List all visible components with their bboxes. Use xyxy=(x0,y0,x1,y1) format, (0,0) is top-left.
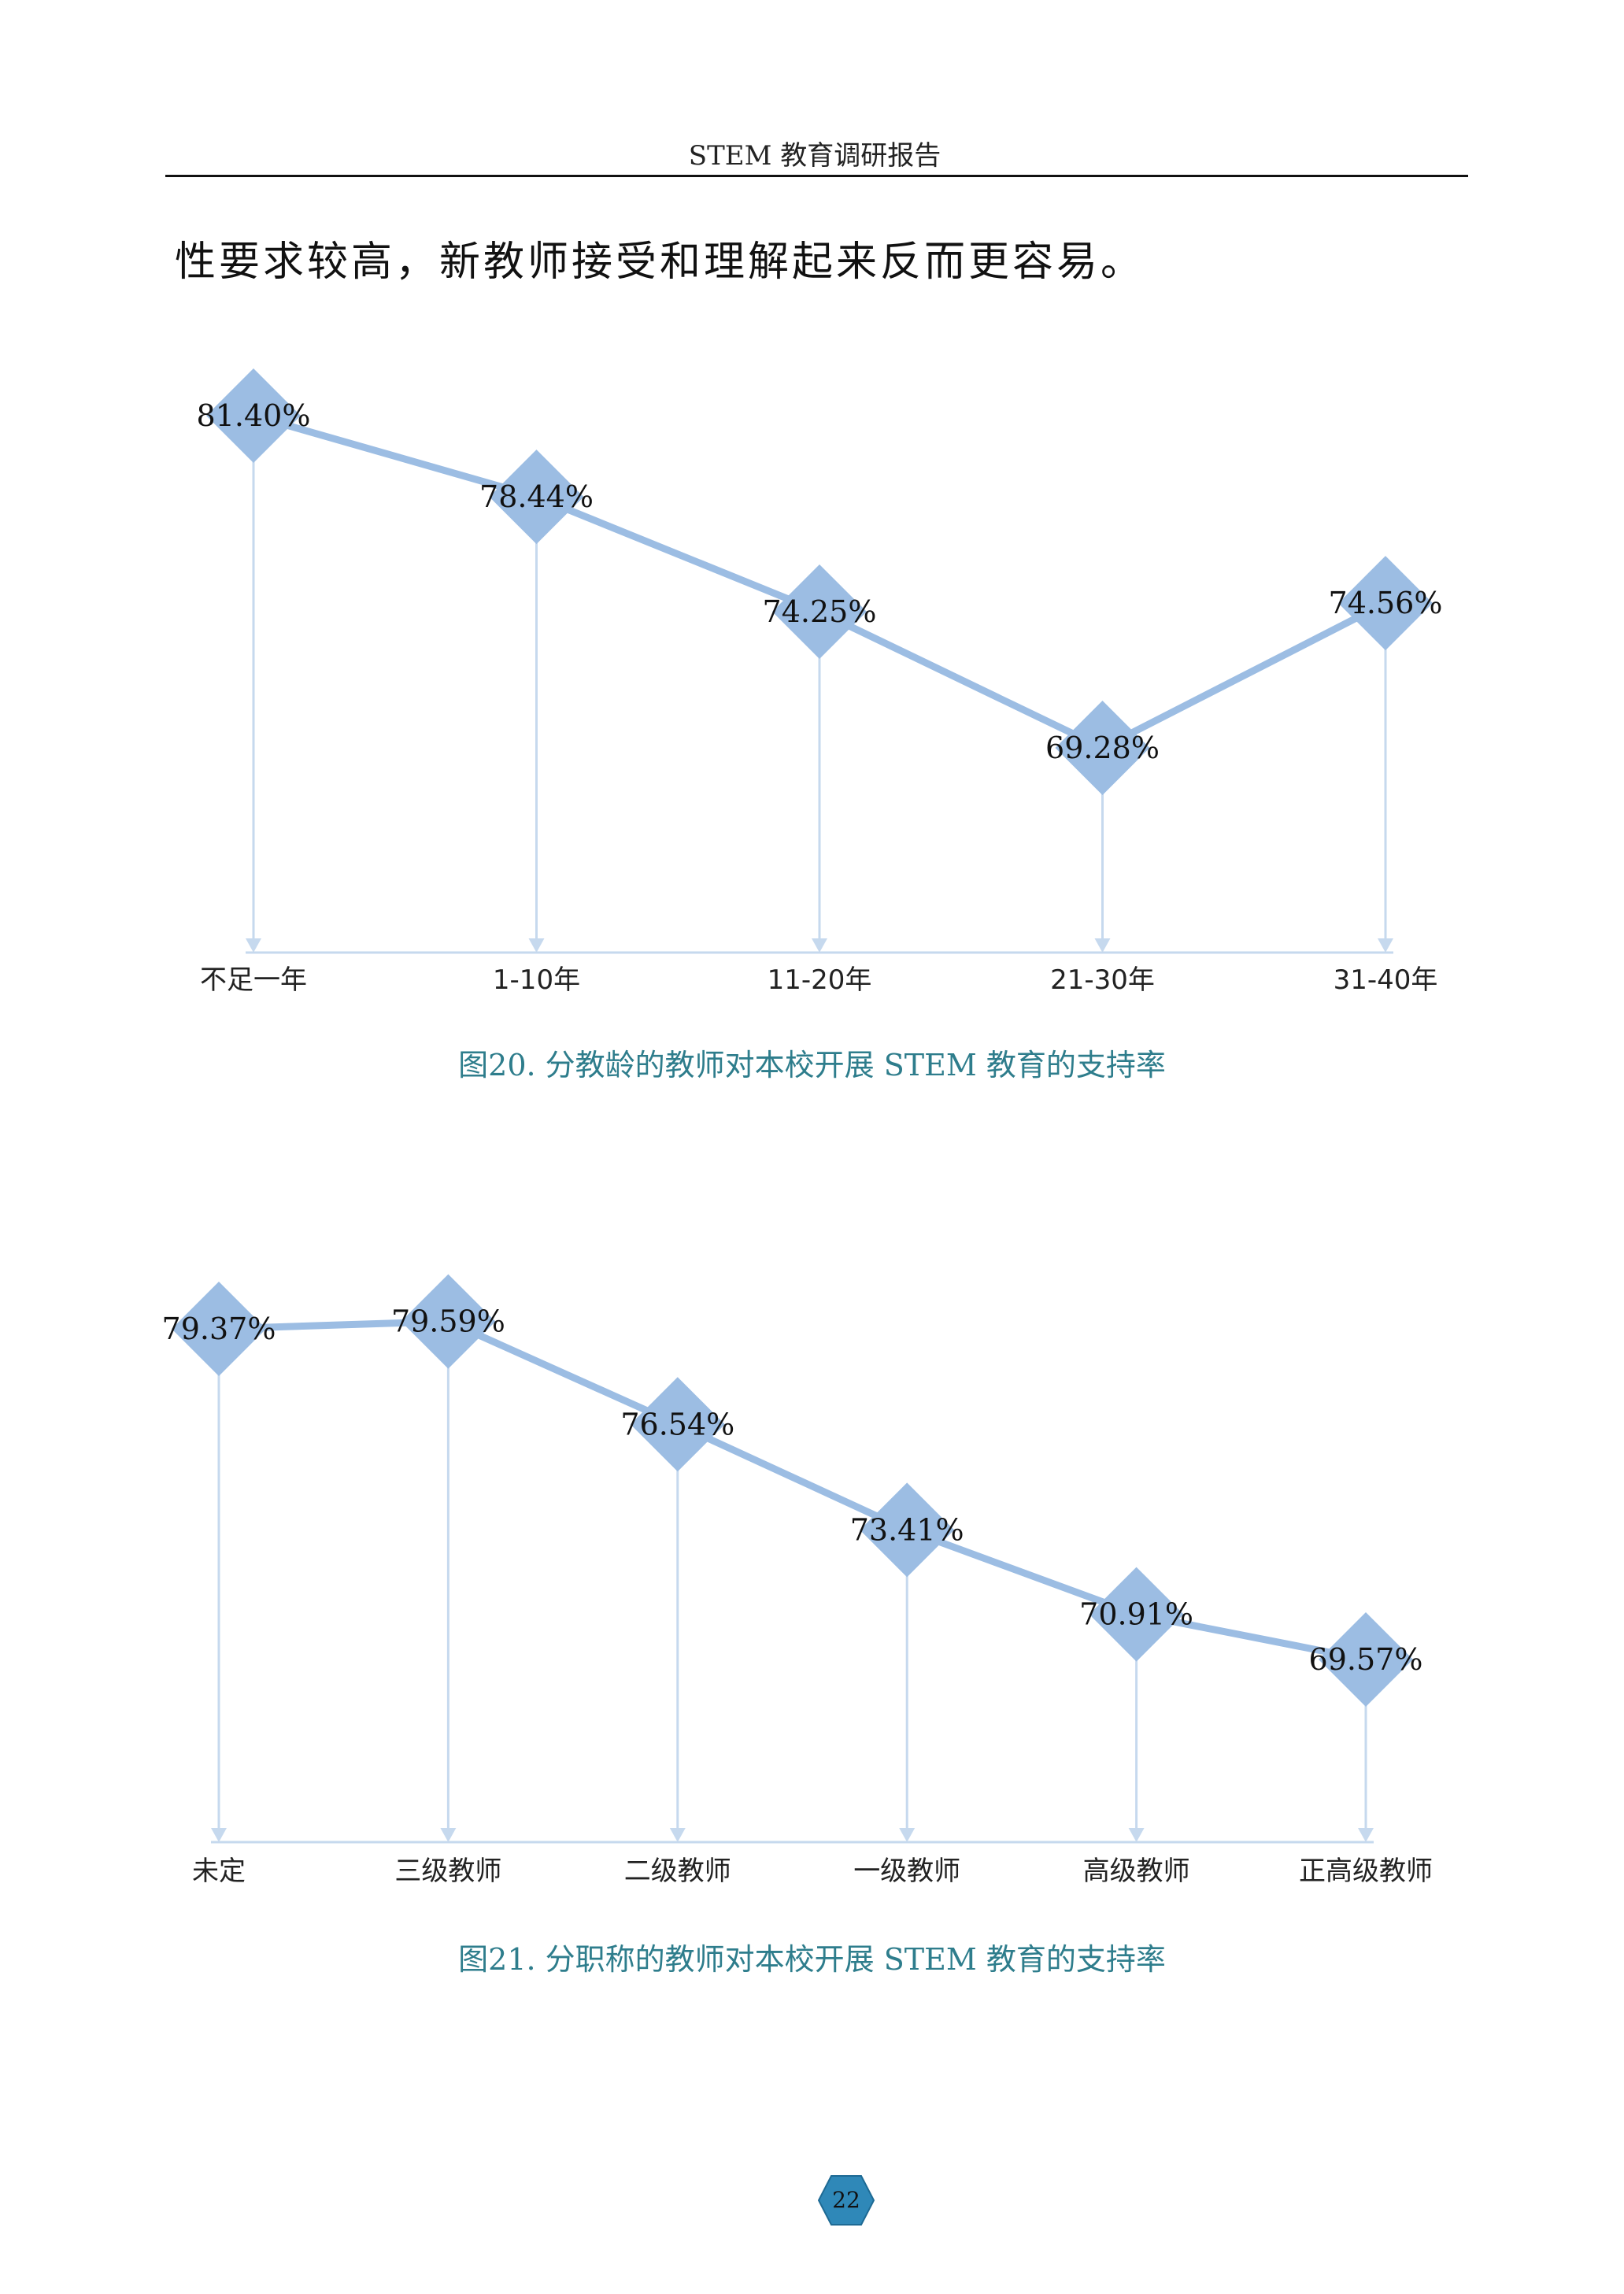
data-label: 74.25% xyxy=(763,594,877,629)
drop-arrow-icon xyxy=(1358,1828,1374,1842)
data-point-marker xyxy=(489,450,584,545)
category-label: 未定 xyxy=(192,1856,246,1887)
category-label: 1-10年 xyxy=(493,964,580,996)
data-label: 76.54% xyxy=(620,1407,734,1441)
data-point-marker xyxy=(172,1282,266,1376)
drop-arrow-icon xyxy=(1128,1828,1145,1842)
drop-arrow-icon xyxy=(246,938,261,953)
category-label: 高级教师 xyxy=(1083,1856,1190,1887)
category-label: 二级教师 xyxy=(624,1856,731,1887)
data-label: 79.59% xyxy=(391,1304,505,1339)
chart-professional-title: 79.37% 未定 79.59% 三级教师 76.54% 二级教师 73.41% 一级教师 70… xyxy=(162,1274,1433,1887)
page-header: STEM 教育调研报告 xyxy=(688,140,941,172)
data-point-marker xyxy=(772,564,867,659)
drop-arrow-icon xyxy=(440,1828,457,1842)
drop-arrow-icon xyxy=(528,938,545,953)
data-point-marker xyxy=(401,1274,496,1369)
data-label: 69.28% xyxy=(1045,731,1160,765)
data-label: 79.37% xyxy=(162,1312,276,1346)
drop-arrow-icon xyxy=(669,1828,686,1842)
chart-teaching-years: 81.40% 不足一年 78.44% 1-10年 74.25% 11-20年 69.28% 2… xyxy=(197,368,1443,996)
drop-arrow-icon xyxy=(1094,938,1111,953)
data-label: 74.56% xyxy=(1329,586,1443,620)
data-point-marker xyxy=(860,1482,955,1578)
category-label: 三级教师 xyxy=(394,1856,501,1887)
data-point-marker xyxy=(206,368,301,463)
category-label: 31-40年 xyxy=(1334,964,1438,996)
category-label: 不足一年 xyxy=(200,964,307,996)
data-label: 70.91% xyxy=(1079,1597,1193,1632)
drop-arrow-icon xyxy=(899,1828,916,1842)
data-label: 78.44% xyxy=(479,479,594,514)
header-rule xyxy=(165,175,1468,177)
drop-arrow-icon xyxy=(1378,938,1393,953)
page-number-badge: 22 xyxy=(817,2171,875,2229)
data-point-marker xyxy=(1055,701,1150,795)
data-point-marker xyxy=(1319,1612,1413,1707)
category-label: 11-20年 xyxy=(768,964,872,996)
data-point-marker xyxy=(630,1377,725,1472)
page-number: 22 xyxy=(832,2187,860,2213)
data-label: 81.40% xyxy=(197,398,311,433)
caption-figure-20: 图20. 分教龄的教师对本校开展 STEM 教育的支持率 xyxy=(458,1048,1166,1082)
data-label: 69.57% xyxy=(1309,1642,1423,1677)
data-point-marker xyxy=(1089,1567,1184,1662)
caption-figure-21: 图21. 分职称的教师对本校开展 STEM 教育的支持率 xyxy=(458,1942,1166,1977)
drop-arrow-icon xyxy=(211,1828,227,1842)
drop-arrow-icon xyxy=(812,938,827,953)
body-paragraph: 性要求较高，新教师接受和理解起来反而更容易。 xyxy=(175,239,1145,286)
category-label: 一级教师 xyxy=(853,1856,960,1887)
page-hexagon-icon xyxy=(817,2175,875,2226)
data-label: 73.41% xyxy=(850,1512,964,1547)
category-label: 21-30年 xyxy=(1050,964,1155,996)
data-point-marker xyxy=(1338,556,1433,651)
category-label: 正高级教师 xyxy=(1299,1856,1433,1887)
series-line xyxy=(215,1318,1370,1663)
